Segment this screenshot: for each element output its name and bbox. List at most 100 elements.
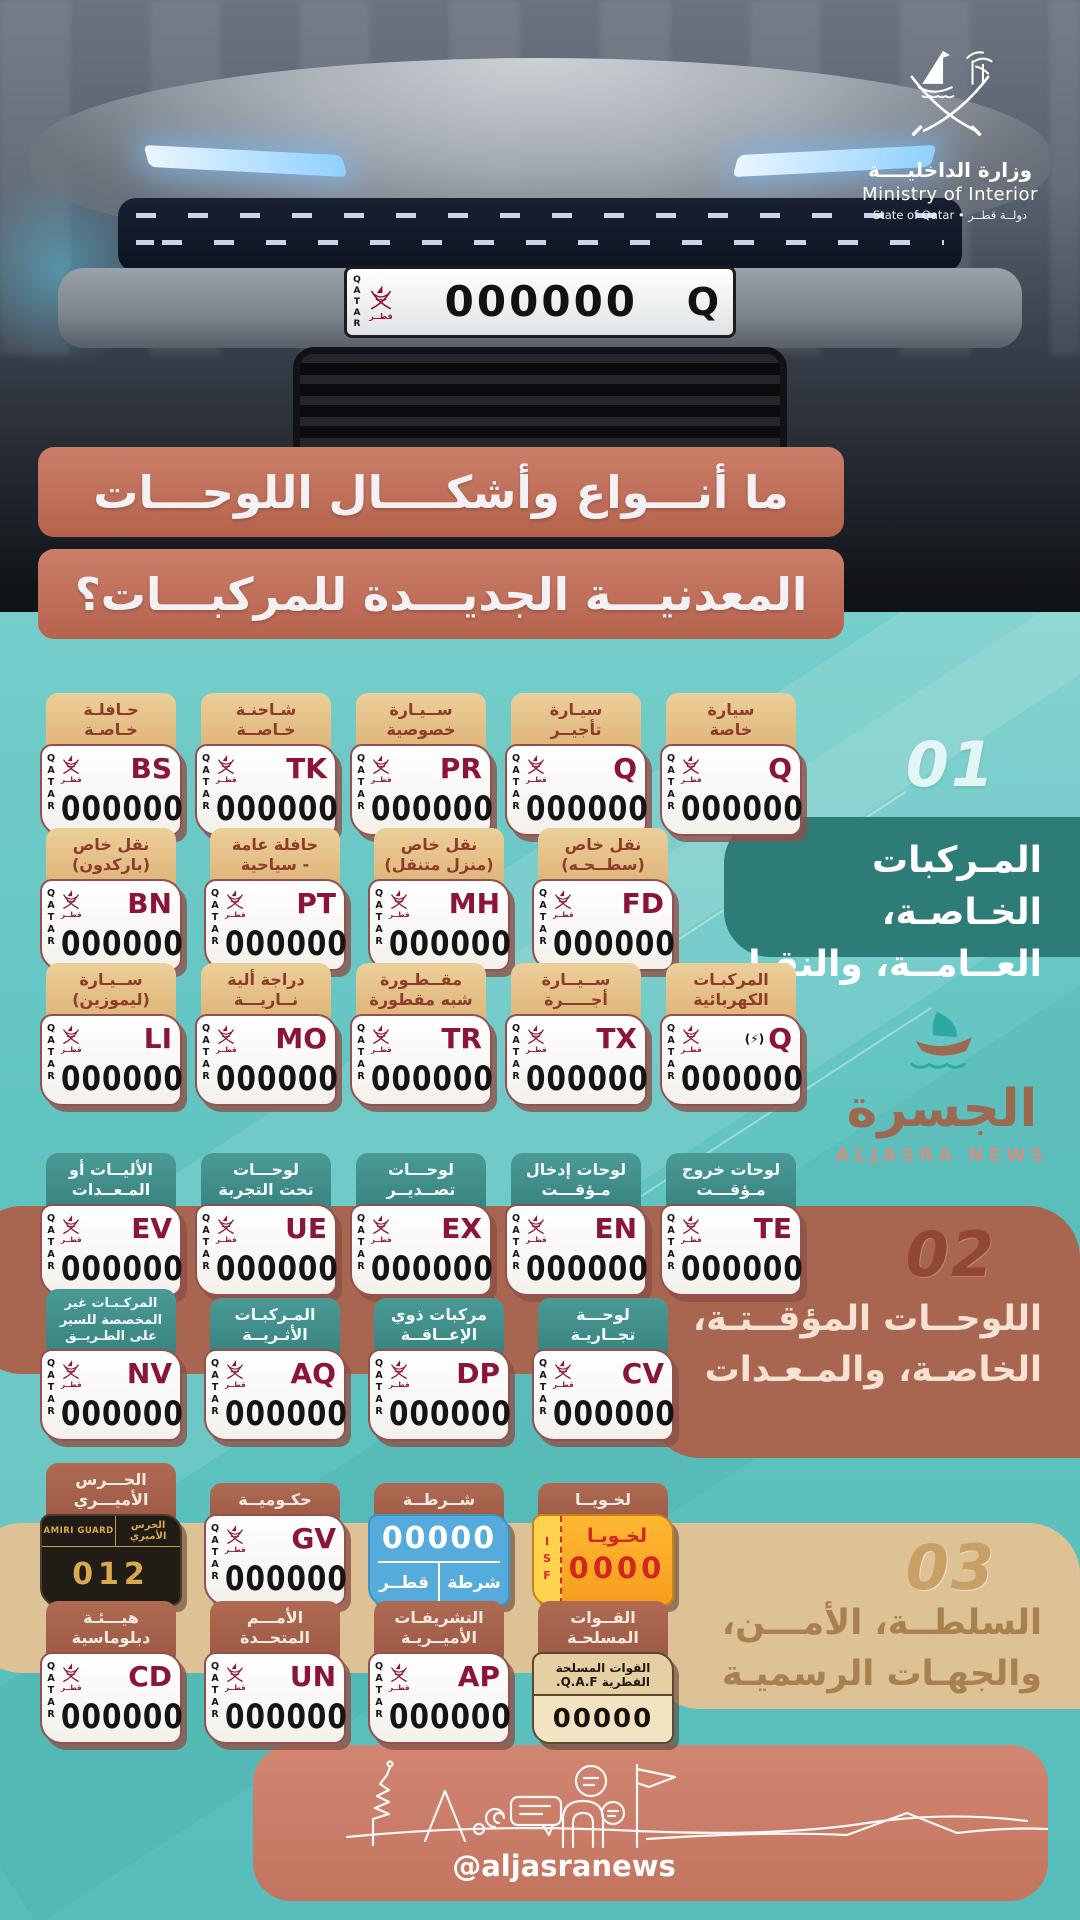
moi-emblem-icon	[910, 50, 993, 136]
plate-number: 00000	[378, 1516, 500, 1563]
qatar-vertical-label: QATAR	[537, 888, 549, 948]
license-plate: QATAR قطــر MH 000000	[368, 879, 512, 971]
qatar-emblem-icon: قطــر	[61, 1024, 82, 1054]
title-banner-line1: ما أنـــواع وأشكــــال اللوحـــات	[38, 447, 844, 537]
plate-number: 000000	[216, 1058, 339, 1099]
license-plate: QATAR قطــر CV 000000	[532, 1349, 675, 1441]
license-plate: QATAR قطــر TK 000000	[195, 744, 338, 836]
plate-code: Q	[768, 752, 792, 785]
plate-number: 000000	[371, 1058, 494, 1099]
license-plate: QATAR قطــر FD 000000	[532, 879, 676, 971]
license-plate: QATAR قطــر PT 000000	[204, 879, 348, 971]
license-plate: QATAR قطــر NV 000000	[40, 1349, 184, 1441]
plate-card-lekhwiya: لخـويــا ISF لخـويـا 0000	[532, 1458, 674, 1608]
plate-number: 0000	[568, 1551, 666, 1585]
plate-code: PT	[296, 887, 336, 920]
plate-card: حكـوميــة QATAR قطــر GV 000000	[204, 1458, 348, 1608]
car-led-grille	[118, 198, 962, 272]
qatar-vertical-label: QATAR	[510, 1213, 522, 1273]
plate-number: 000000	[61, 1248, 184, 1289]
qatar-vertical-label: QATAR	[510, 753, 522, 813]
license-plate: QATAR قطــر TR 000000	[350, 1014, 494, 1106]
plate-number: 000000	[61, 1058, 184, 1099]
qatar-emblem-icon: قطــر	[225, 1662, 246, 1692]
plate-card: لوحـــات تحت التجربة QATAR قطــر UE 0000…	[195, 1148, 338, 1298]
qatar-vertical-label: QATAR	[373, 888, 385, 948]
plate-number: 000000	[225, 923, 348, 964]
plate-code: Q	[768, 1022, 792, 1055]
license-plate: QATAR قطــر GV 000000	[204, 1514, 348, 1606]
amiri-guard-plate: AMIRI GUARD الحرس الأميري 012	[40, 1514, 182, 1606]
plate-code: BS	[130, 752, 172, 785]
footer-banner: @aljasranews	[253, 1745, 1048, 1901]
plate-code: LI	[143, 1022, 172, 1055]
plate-number: 000000	[61, 1696, 184, 1737]
plate-card: الأمـــم المتحــدة QATAR قطــر UN 000000	[204, 1596, 347, 1746]
qatar-emblem-icon: قطــر	[681, 1024, 702, 1054]
qatar-emblem-icon: قطــر	[61, 1214, 82, 1244]
qatar-emblem-icon: قطــر	[61, 1359, 82, 1389]
plate-card: سيارة خاصة QATAR قطــر Q 000000	[660, 688, 803, 838]
plate-number: 000000	[681, 1248, 804, 1289]
qatar-emblem-icon: قطــر	[371, 1214, 392, 1244]
plate-card-armed-forces: القــوات المسلحـة القوات المسلحة القطرية…	[532, 1596, 674, 1746]
plate-row-2: نقل خاص (باركدون) QATAR قطــر BN 000000 …	[40, 823, 676, 973]
plate-card: دراجة ألية نــاريـــة QATAR قطــر MO 000…	[195, 958, 339, 1108]
qatar-emblem-icon: قطــر	[371, 1024, 392, 1054]
license-plate: QATAR قطــر Q 000000	[660, 744, 803, 836]
plate-number: 000000	[61, 923, 184, 964]
plate-number: 000000	[389, 1393, 512, 1434]
plate-card: حافلة عامة - سياحية QATAR قطــر PT 00000…	[204, 823, 348, 973]
section1-banner-text: المـركبات الخـاصـة، العــامــة، والنقـل	[729, 840, 1042, 986]
isf-vertical-label: ISF	[540, 1534, 554, 1586]
ministry-logo-block: وزارة الداخليــــة Ministry of Interior …	[838, 44, 1062, 222]
qatar-vertical-label: QATAR	[665, 753, 677, 813]
plate-card: نقل خاص (باركدون) QATAR قطــر BN 000000	[40, 823, 184, 973]
plate-card: سيـارة تأجيــر QATAR قطــر Q 000000	[505, 688, 648, 838]
plate-number: 000000	[225, 1558, 348, 1599]
qatar-vertical-label: QATAR	[45, 753, 57, 813]
qatar-emblem-icon: قطــر	[216, 1024, 237, 1054]
qatar-vertical-label: QATAR	[665, 1213, 677, 1273]
plate-number: 000000	[61, 1393, 184, 1434]
section3-panel-right	[648, 1523, 1080, 1709]
license-plate: QATAR قطــر CD 000000	[40, 1652, 184, 1744]
plate-code: PR	[439, 752, 482, 785]
qatar-emblem-icon: قطــر	[681, 1214, 702, 1244]
plate-card-police: شــرطــة 00000 شرطة قطــر	[368, 1458, 510, 1608]
plate-card: لوحات خروج مـؤقـــت QATAR قطــر TE 00000…	[660, 1148, 804, 1298]
plate-code: TE	[753, 1212, 792, 1245]
qatar-vertical-label: QATAR	[209, 1358, 221, 1418]
qatar-emblem-icon: قطــر	[61, 889, 82, 919]
plate-row-7: هيـــئـة دبلوماسية QATAR قطــر CD 000000…	[40, 1596, 674, 1746]
plate-number: 000000	[553, 923, 676, 964]
license-plate: QATAR قطــر EX 000000	[350, 1204, 493, 1296]
qatar-vertical-label: QATAR	[665, 1023, 677, 1083]
plate-number: 000000	[389, 923, 512, 964]
plate-card: مركبات ذوي الإعــاقــة QATAR قطــر DP 00…	[368, 1293, 512, 1443]
qatar-vertical-label: QATAR	[209, 888, 221, 948]
plate-number: 000000	[389, 1696, 512, 1737]
license-plate: QATAR قطــر EV 000000	[40, 1204, 184, 1296]
plate-code: EV	[131, 1212, 172, 1245]
plate-card: لوحـــة تجــاريـة QATAR قطــر CV 000000	[532, 1293, 675, 1443]
dhow-boat-icon	[910, 1011, 973, 1069]
qatar-vertical-label: QATAR	[352, 274, 362, 330]
plate-card: لوحـــات تصــديــر QATAR قطــر EX 000000	[350, 1148, 493, 1298]
qatar-emblem-icon: قطــر	[225, 889, 246, 919]
license-plate: QATAR قطــر PR 000000	[350, 744, 493, 836]
plate-code: BN	[127, 887, 172, 920]
license-plate: QATAR قطــر EN 000000	[505, 1204, 648, 1296]
license-plate: QATAR قطــر MO 000000	[195, 1014, 339, 1106]
ministry-state-line: دولــة قطــر • State of Qatar	[872, 208, 1028, 222]
plate-code: TR	[441, 1022, 482, 1055]
plate-card: ســيــارة أجـــــرة QATAR قطــر TX 00000…	[505, 958, 648, 1108]
police-word: شرطة	[438, 1563, 508, 1603]
qatar-vertical-label: QATAR	[209, 1661, 221, 1721]
plate-code: TK	[286, 752, 327, 785]
license-plate: QATAR قطــر UE 000000	[195, 1204, 338, 1296]
qatar-vertical-label: QATAR	[45, 1661, 57, 1721]
plate-card: ســيـارة خصوصية QATAR قطــر PR 000000	[350, 688, 493, 838]
plate-code: UE	[285, 1212, 327, 1245]
license-plate: QATAR قطــر BS 000000	[40, 744, 183, 836]
